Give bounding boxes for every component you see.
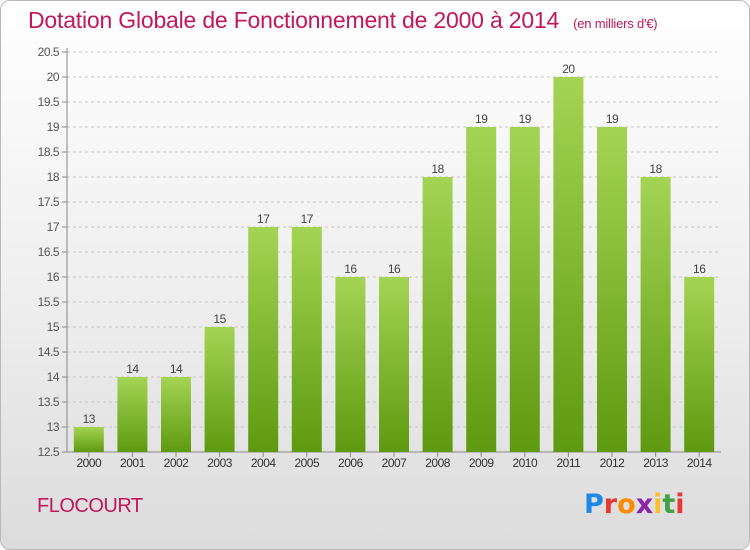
x-tick-label: 2006 (338, 456, 364, 470)
x-tick-label: 2004 (251, 456, 277, 470)
x-tick-label: 2013 (643, 456, 669, 470)
logo-letter: t (662, 489, 676, 520)
data-label: 15 (213, 312, 226, 326)
logo-letter: x (635, 489, 654, 520)
y-tick-label: 19 (47, 120, 60, 134)
bar-2002 (161, 377, 191, 452)
data-label: 18 (649, 162, 662, 176)
y-tick-label: 14 (47, 370, 60, 384)
y-tick-label: 20.5 (38, 45, 60, 59)
y-tick-label: 17.5 (38, 195, 60, 209)
chart-title-text: Dotation Globale de Fonctionnement de 20… (28, 7, 560, 33)
x-tick-label: 2008 (425, 456, 451, 470)
x-tick-label: 2011 (556, 456, 581, 470)
data-label: 20 (562, 62, 575, 76)
y-tick-label: 13.5 (38, 395, 60, 409)
y-tick-label: 13 (47, 420, 60, 434)
chart-title: Dotation Globale de Fonctionnement de 20… (28, 7, 658, 34)
unit-label: (en milliers d'€) (573, 16, 658, 31)
commune-name: FLOCOURT (37, 495, 143, 517)
bar-2011 (553, 77, 584, 452)
data-label: 17 (301, 212, 314, 226)
logo-letter: i (653, 489, 663, 520)
y-tick-label: 18 (47, 170, 60, 184)
logo-letter: o (617, 489, 636, 520)
bar-2009 (466, 127, 497, 452)
logo-letter: P (584, 489, 604, 520)
logo-letter: r (603, 489, 618, 520)
x-tick-label: 2009 (469, 456, 495, 470)
bar-2006 (335, 277, 366, 452)
proxiti-logo[interactable]: Proxiti (584, 489, 685, 520)
y-tick-label: 19.5 (38, 95, 60, 109)
bar-2012 (597, 127, 627, 452)
x-tick-label: 2014 (687, 456, 713, 470)
data-label: 14 (126, 362, 139, 376)
bar-2004 (248, 227, 279, 452)
data-label: 18 (431, 162, 444, 176)
y-tick-label: 16 (47, 270, 60, 284)
bar-2000 (73, 427, 104, 452)
data-label: 16 (344, 262, 357, 276)
data-label: 16 (693, 262, 706, 276)
x-tick-label: 2003 (207, 456, 233, 470)
bar-2008 (422, 177, 453, 452)
x-tick-label: 2010 (512, 456, 538, 470)
data-label: 19 (606, 112, 619, 126)
bar-2007 (379, 277, 409, 452)
logo-letter: i (675, 489, 685, 520)
bar-2014 (684, 277, 715, 452)
y-tick-label: 18.5 (38, 145, 60, 159)
data-label: 19 (475, 112, 488, 126)
bar-2005 (291, 227, 322, 452)
y-tick-label: 17 (47, 220, 60, 234)
data-label: 14 (170, 362, 183, 376)
bar-2001 (117, 377, 148, 452)
y-tick-label: 14.5 (38, 345, 60, 359)
x-tick-label: 2002 (164, 456, 190, 470)
y-tick-label: 12.5 (38, 445, 60, 459)
data-label: 13 (83, 412, 96, 426)
x-tick-label: 2012 (600, 456, 626, 470)
data-label: 16 (388, 262, 401, 276)
bar-2010 (509, 127, 540, 452)
y-tick-label: 16.5 (38, 245, 60, 259)
bar-2013 (640, 177, 671, 452)
y-tick-label: 15.5 (38, 295, 60, 309)
x-tick-label: 2005 (294, 456, 320, 470)
bar-2003 (204, 327, 235, 452)
y-tick-label: 20 (47, 70, 60, 84)
x-tick-label: 2007 (382, 456, 408, 470)
data-label: 19 (519, 112, 532, 126)
x-tick-label: 2001 (120, 456, 146, 470)
y-tick-label: 15 (47, 320, 60, 334)
x-tick-label: 2000 (76, 456, 102, 470)
data-label: 17 (257, 212, 270, 226)
